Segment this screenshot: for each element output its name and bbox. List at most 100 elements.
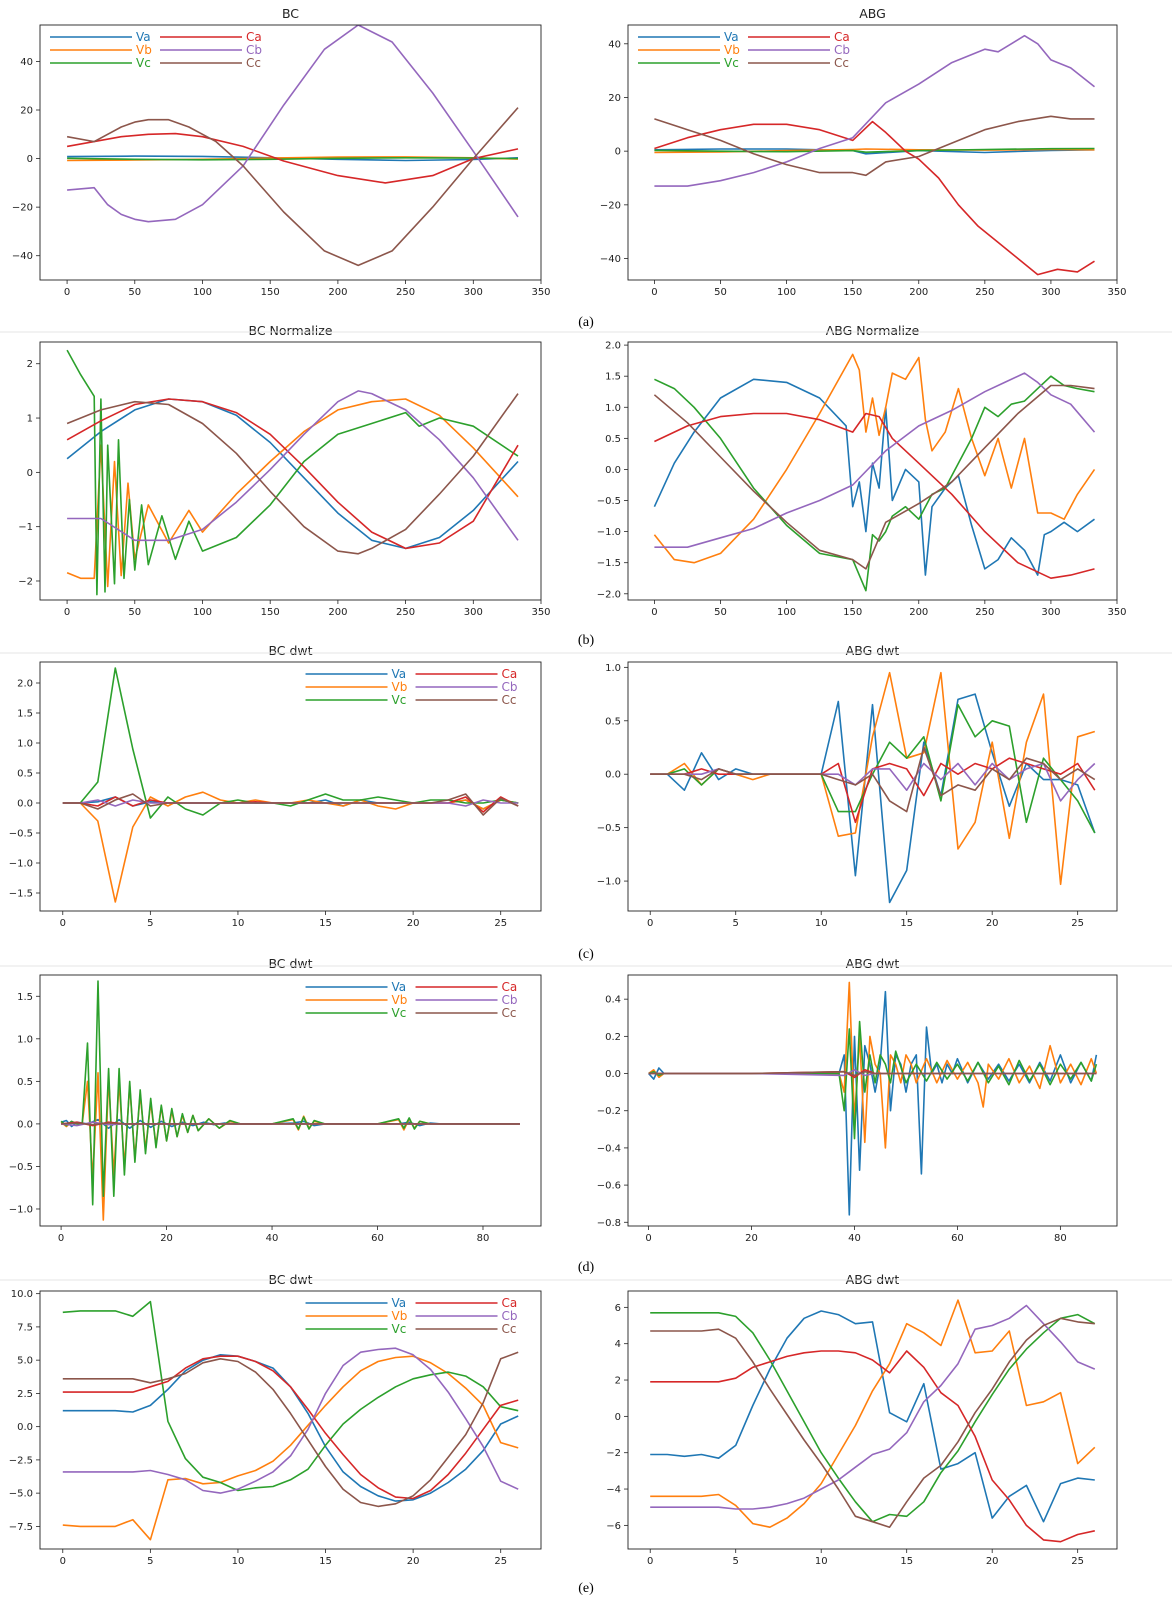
y-tick-label: −5.0 <box>9 1489 33 1500</box>
x-tick-label: 0 <box>651 607 657 618</box>
x-tick-label: 0 <box>58 1233 64 1244</box>
series-line-vc <box>654 147 1095 153</box>
y-tick-label: 0.5 <box>605 434 621 445</box>
legend-label-cb: Cb <box>502 993 518 1007</box>
series-line-cc <box>654 115 1095 177</box>
chart-panel: ABG 0 50 100 150 200 250 300 350 −40 −20 0 20 40 VaVbV… <box>600 6 1127 298</box>
legend-label-va: Va <box>136 30 151 44</box>
y-tick-label: −2.0 <box>597 589 621 600</box>
series-line-cc <box>653 384 1095 570</box>
series-line-vc <box>62 667 519 819</box>
x-tick-label: 80 <box>1054 1233 1067 1244</box>
x-tick-label: 200 <box>328 607 347 618</box>
x-tick-label: 15 <box>900 918 913 929</box>
y-tick-label: 10.0 <box>11 1289 33 1300</box>
x-tick-label: 300 <box>464 607 483 618</box>
y-tick-label: −40 <box>12 251 33 262</box>
x-tick-label: 40 <box>848 1233 861 1244</box>
subfigure-caption: (b) <box>578 633 595 648</box>
x-tick-label: 20 <box>745 1233 758 1244</box>
series-line-cc <box>62 1351 519 1508</box>
legend-label-vb: Vb <box>392 680 408 694</box>
series-line-ca <box>650 1350 1095 1543</box>
series-line-cc <box>650 1317 1095 1528</box>
y-tick-label: 0 <box>615 1412 621 1423</box>
x-tick-label: 5 <box>733 1556 739 1567</box>
x-tick-label: 50 <box>128 607 141 618</box>
chart-panel: BC dwt 0 5 10 15 20 25 −1.5 −1.0 −0.5 0.0 0.5 1.0 1.5… <box>9 643 542 929</box>
chart-title: ABG Normalize <box>826 323 920 338</box>
y-tick-label: 1.5 <box>605 372 621 383</box>
x-tick-label: 150 <box>843 287 862 298</box>
legend-label-va: Va <box>724 30 739 44</box>
x-tick-label: 15 <box>319 1556 332 1567</box>
legend-label-cb: Cb <box>502 680 518 694</box>
series-line-va <box>66 398 519 550</box>
y-tick-label: 2 <box>27 359 33 370</box>
x-tick-label: 0 <box>60 1556 66 1567</box>
x-tick-label: 350 <box>531 607 550 618</box>
chart-panel: ABG dwt 0 5 10 15 20 25 −1.0 −0.5 0.0 0.5 1.0 <box>597 643 1118 929</box>
legend-label-vc: Vc <box>392 693 407 707</box>
chart-title: ABG dwt <box>846 643 900 658</box>
chart-title: BC Normalize <box>248 323 332 338</box>
subfigure-caption: (d) <box>578 1260 595 1275</box>
chart-title: ABG <box>859 6 886 21</box>
y-tick-label: 40 <box>20 57 33 68</box>
legend-label-ca: Ca <box>502 1296 518 1310</box>
y-tick-label: −40 <box>600 254 621 265</box>
x-tick-label: 20 <box>986 1556 999 1567</box>
x-tick-label: 0 <box>64 607 70 618</box>
x-tick-label: 100 <box>777 287 796 298</box>
y-tick-label: −4 <box>606 1485 621 1496</box>
y-tick-label: 1.0 <box>17 1034 33 1045</box>
y-tick-label: 1 <box>27 414 33 425</box>
series-line-va <box>650 693 1096 904</box>
subfigure-caption: (c) <box>578 947 594 962</box>
x-tick-label: 25 <box>494 918 507 929</box>
y-tick-label: 0.4 <box>605 995 621 1006</box>
legend-label-va: Va <box>392 1296 407 1310</box>
x-tick-label: 350 <box>1107 607 1126 618</box>
x-tick-label: 200 <box>909 607 928 618</box>
x-tick-label: 0 <box>647 1556 653 1567</box>
plot-area <box>653 353 1096 592</box>
chart-panel: BC dwt 0 20 40 60 80 −1.0 −0.5 0.0 0.5 1.0 1.5 VaVbV… <box>9 956 542 1244</box>
x-tick-label: 40 <box>266 1233 279 1244</box>
x-tick-label: 100 <box>193 287 212 298</box>
y-tick-label: −2 <box>18 576 33 587</box>
x-tick-label: 200 <box>909 287 928 298</box>
y-tick-label: 6 <box>615 1303 621 1314</box>
chart-title: BC <box>282 6 299 21</box>
x-tick-label: 10 <box>815 1556 828 1567</box>
x-tick-label: 5 <box>147 918 153 929</box>
y-tick-label: 0 <box>27 468 33 479</box>
chart-title: BC dwt <box>268 956 312 971</box>
y-tick-label: 0.0 <box>605 465 621 476</box>
y-tick-label: −1.5 <box>9 889 33 900</box>
x-tick-label: 10 <box>232 918 245 929</box>
y-tick-label: 0.0 <box>17 1422 33 1433</box>
y-tick-label: 4 <box>615 1339 621 1350</box>
legend-label-vc: Vc <box>136 56 151 70</box>
plot-frame <box>39 24 542 281</box>
legend-label-cb: Cb <box>834 43 850 57</box>
x-tick-label: 20 <box>986 918 999 929</box>
chart-panel: ABG dwt 0 20 40 60 80 −0.8 −0.6 −0.4 −0.2 0.0 0.2 0.… <box>597 956 1118 1244</box>
y-tick-label: −0.5 <box>9 1162 33 1173</box>
x-tick-label: 250 <box>975 287 994 298</box>
x-tick-label: 5 <box>733 918 739 929</box>
series-line-cb <box>654 372 1096 549</box>
y-tick-label: −20 <box>600 200 621 211</box>
series-line-ca <box>66 132 519 184</box>
legend-label-vb: Vb <box>724 43 740 57</box>
y-tick-label: 2.0 <box>17 679 33 690</box>
x-tick-label: 200 <box>328 287 347 298</box>
plot-frame <box>39 1290 542 1550</box>
plot-area <box>60 980 520 1221</box>
series-line-vb <box>66 398 519 588</box>
series-line-vb <box>62 791 519 903</box>
x-tick-label: 80 <box>477 1233 490 1244</box>
x-tick-label: 150 <box>843 607 862 618</box>
